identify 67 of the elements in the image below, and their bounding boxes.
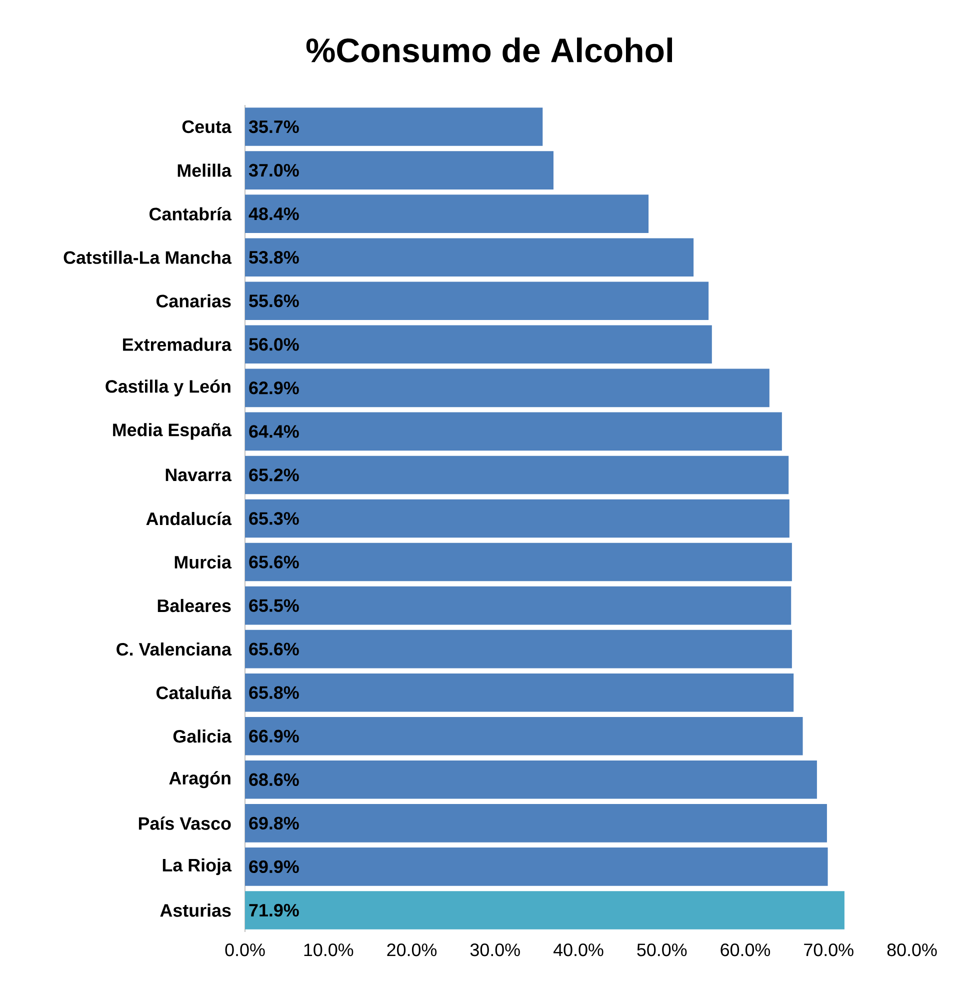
bar [245,108,543,146]
y-tick-label: Extremadura [123,338,232,351]
y-tick-label: Ceuta [182,120,232,134]
x-tick-label: 40.0% [553,944,604,956]
data-label: 37.0% [248,164,299,177]
data-label: 65.2% [249,468,299,482]
data-label: 69.8% [249,816,299,830]
bar [245,368,770,408]
y-tick-label: Cantabría [150,207,232,220]
bar [245,586,792,625]
x-tick-label: 70.0% [804,944,854,956]
data-label: 53.8% [249,250,299,264]
data-label: 65.5% [249,599,299,612]
data-label: 69.9% [249,860,299,874]
y-tick-label: C. Valenciana [116,642,232,656]
y-tick-label: Melilla [178,164,232,177]
data-label: 64.4% [249,425,299,438]
bar [245,804,827,842]
x-tick-label: 20.0% [387,944,437,956]
data-label: 65.6% [249,642,299,656]
bar [245,325,712,364]
bar [245,412,782,451]
data-label: 65.8% [249,686,299,699]
bar [245,848,828,886]
x-tick-label: 50.0% [637,944,687,956]
y-tick-label: Murcia [174,555,232,569]
bar [245,194,649,233]
data-label: 55.6% [249,294,299,308]
y-tick-label: Galicia [173,730,232,743]
chart-title: %Consumo de Alcohol [306,38,672,62]
bar [245,282,709,320]
data-label: 68.6% [249,773,299,786]
bar [245,760,817,799]
x-tick-label: 0.0% [225,944,265,956]
y-tick-label: Aragón [169,771,230,788]
x-tick-label: 80.0% [887,944,937,956]
y-tick-label: Castilla y León [106,379,230,396]
bar [245,673,794,712]
data-label: 35.7% [248,120,299,134]
bar [245,151,554,190]
bar [245,630,792,668]
y-tick-label: Andalucía [146,512,232,526]
bar [245,542,792,582]
data-label: 56.0% [249,338,299,351]
bar [245,716,803,756]
y-tick-label: Media España [113,423,232,440]
data-label: 65.3% [249,512,299,525]
y-tick-label: Catstilla-La Mancha [64,250,232,264]
y-tick-label: La Rioja [162,858,232,876]
x-tick-label: 30.0% [470,944,520,956]
data-label: 48.4% [248,207,299,220]
y-tick-label: Asturias [160,904,231,917]
data-label: 71.9% [249,904,299,917]
x-tick-label: 10.0% [304,944,354,956]
bar [245,238,694,276]
data-label: 62.9% [249,382,299,394]
y-tick-label: Canarias [156,294,231,308]
bar [245,891,844,930]
y-tick-label: Navarra [166,468,232,482]
y-tick-label: Baleares [158,598,231,612]
y-tick-label: Cataluña [156,686,232,700]
y-tick-label: País Vasco [138,816,231,830]
x-tick-label: 60.0% [720,944,770,956]
bar [245,456,789,494]
data-label: 65.6% [249,556,299,568]
data-label: 66.9% [249,730,299,742]
bar [245,499,790,538]
